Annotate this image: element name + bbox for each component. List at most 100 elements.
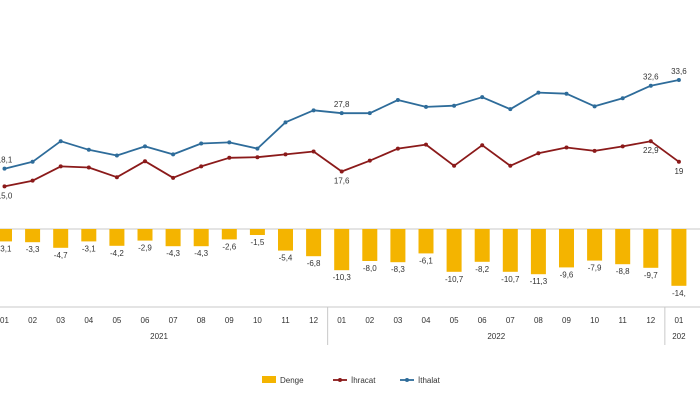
x-tick-18: 06 <box>478 316 487 325</box>
point-ihracat-1 <box>2 184 7 189</box>
point-ihracat-24 <box>648 139 653 144</box>
point-ithalat-1 <box>2 166 7 171</box>
point-ihracat-5 <box>114 175 119 180</box>
bar-denge-24 <box>643 229 659 268</box>
bar-denge-2 <box>25 229 41 243</box>
legend-label-2: İhracat <box>351 376 376 385</box>
point-ihracat-4 <box>86 165 91 170</box>
point-ihracat-21 <box>564 145 569 150</box>
bar-label-20: -11,3 <box>530 277 548 286</box>
bar-label-18: -8,2 <box>475 265 489 274</box>
bar-denge-1 <box>0 229 12 242</box>
point-ithalat-20 <box>536 90 541 95</box>
line-label-ihracat-25: 19 <box>674 167 683 176</box>
point-ithalat-6 <box>143 144 147 149</box>
x-tick-14: 02 <box>365 316 374 325</box>
legend-label-1: Denge <box>280 376 304 385</box>
point-ihracat-3 <box>58 164 63 169</box>
line-label-ithalat-25: 33,6 <box>671 67 687 76</box>
x-tick-25: 01 <box>674 316 683 325</box>
point-ithalat-3 <box>58 139 63 144</box>
bar-label-17: -10,7 <box>445 275 464 284</box>
point-ithalat-15 <box>395 98 400 103</box>
line-label-ithalat-1: 18,1 <box>0 156 13 165</box>
bar-label-8: -4,3 <box>194 249 208 258</box>
bar-denge-10 <box>249 229 265 235</box>
point-ihracat-6 <box>143 159 147 164</box>
legend-swatch-1 <box>262 376 276 383</box>
point-ithalat-14 <box>367 111 372 116</box>
point-ithalat-17 <box>452 103 457 108</box>
bar-denge-25 <box>671 229 687 286</box>
x-tick-22: 10 <box>590 316 599 325</box>
x-tick-24: 12 <box>646 316 655 325</box>
point-ihracat-19 <box>508 163 513 168</box>
bar-label-13: -10,3 <box>333 273 352 282</box>
point-ithalat-2 <box>30 159 35 164</box>
bar-label-16: -6,1 <box>419 256 433 265</box>
x-tick-8: 08 <box>197 316 206 325</box>
bar-label-2: -3,3 <box>26 245 40 254</box>
bar-denge-22 <box>587 229 603 261</box>
point-ihracat-10 <box>255 155 260 160</box>
point-ihracat-18 <box>480 143 485 148</box>
bar-denge-5 <box>109 229 125 246</box>
bar-label-10: -1,5 <box>251 238 265 247</box>
point-ihracat-13 <box>339 169 344 174</box>
point-ihracat-12 <box>311 149 316 154</box>
point-ihracat-14 <box>367 158 372 163</box>
point-ihracat-8 <box>199 164 204 169</box>
point-ihracat-2 <box>30 178 35 183</box>
point-ithalat-9 <box>227 140 232 145</box>
year-label-3: 202 <box>672 332 686 341</box>
x-tick-10: 10 <box>253 316 262 325</box>
point-ihracat-23 <box>620 144 625 149</box>
point-ithalat-7 <box>171 152 176 157</box>
point-ihracat-11 <box>283 152 288 157</box>
x-tick-20: 08 <box>534 316 543 325</box>
bar-denge-14 <box>362 229 378 261</box>
x-tick-16: 04 <box>422 316 431 325</box>
bar-denge-8 <box>193 229 209 247</box>
line-label-ihracat-1: 15,0 <box>0 191 13 200</box>
x-tick-13: 01 <box>337 316 346 325</box>
bar-label-7: -4,3 <box>166 249 180 258</box>
bar-denge-12 <box>306 229 322 257</box>
legend-marker-2 <box>338 378 342 382</box>
x-tick-17: 05 <box>450 316 459 325</box>
bar-label-15: -8,3 <box>391 265 405 274</box>
x-tick-9: 09 <box>225 316 234 325</box>
x-tick-2: 02 <box>28 316 37 325</box>
bar-label-19: -10,7 <box>501 275 520 284</box>
bar-denge-3 <box>53 229 69 248</box>
x-tick-7: 07 <box>169 316 178 325</box>
point-ithalat-16 <box>424 104 428 109</box>
point-ithalat-19 <box>508 107 513 112</box>
bar-label-1: -3,1 <box>0 244 12 253</box>
bar-denge-16 <box>418 229 434 254</box>
bar-label-6: -2,9 <box>138 244 152 253</box>
point-ihracat-20 <box>536 151 541 156</box>
legend-marker-3 <box>405 378 409 382</box>
bar-denge-11 <box>278 229 293 251</box>
x-tick-1: 01 <box>0 316 9 325</box>
x-tick-21: 09 <box>562 316 571 325</box>
bar-label-23: -8,8 <box>616 267 630 276</box>
point-ithalat-25 <box>676 78 681 83</box>
x-tick-3: 03 <box>56 316 65 325</box>
bar-denge-15 <box>390 229 406 263</box>
bar-label-4: -3,1 <box>82 244 96 253</box>
bar-label-3: -4,7 <box>54 251 68 260</box>
x-tick-12: 12 <box>309 316 318 325</box>
point-ithalat-23 <box>620 96 625 101</box>
x-tick-11: 11 <box>281 316 290 325</box>
line-label-ihracat-13: 17,6 <box>334 177 350 186</box>
bar-label-22: -7,9 <box>588 264 602 273</box>
line-label-ithalat-24: 32,6 <box>643 73 659 82</box>
bar-denge-21 <box>559 229 574 268</box>
bar-label-14: -8,0 <box>363 264 377 273</box>
bar-label-21: -9,6 <box>560 270 574 279</box>
x-tick-6: 06 <box>141 316 150 325</box>
